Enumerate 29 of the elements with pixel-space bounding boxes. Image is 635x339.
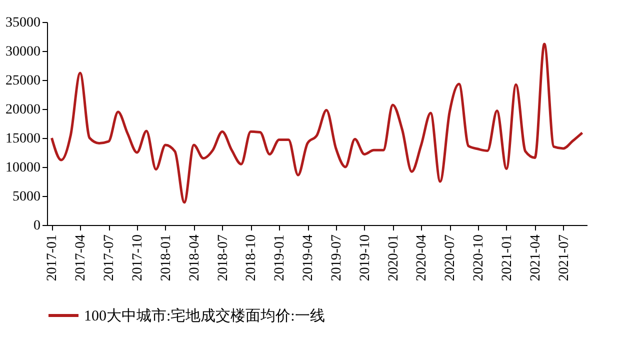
x-tick-label: 2021-07	[556, 234, 572, 282]
y-tick-label: 5000	[12, 190, 40, 204]
x-tick-label: 2019-10	[358, 234, 373, 282]
line-series	[50, 42, 584, 204]
y-tick-label: 0	[34, 218, 40, 234]
x-tick-label: 2019-01	[272, 234, 288, 282]
x-tick-label: 2018-10	[244, 234, 260, 282]
x-tick-label: 2020-01	[386, 234, 402, 282]
x-tick-label: 2017-10	[130, 234, 146, 282]
y-tick-label: 25000	[6, 74, 40, 88]
x-tick-label: 2020-07	[443, 234, 458, 282]
y-tick-label: 30000	[6, 44, 40, 60]
y-tick-label: 35000	[6, 16, 40, 30]
x-tick-label: 2021-04	[528, 234, 544, 282]
legend-label: 100大中城市:宅地成交楼面均价:一线	[84, 308, 325, 324]
x-tick-label: 2019-04	[301, 234, 316, 282]
x-tick-label: 2020-04	[414, 234, 430, 282]
x-tick-label: 2017-04	[74, 234, 89, 282]
x-tick-label: 2017-07	[102, 234, 118, 282]
y-tick-label: 15000	[6, 132, 40, 146]
x-tick-label: 2020-10	[472, 234, 487, 282]
x-tick-label: 2019-07	[329, 234, 344, 282]
x-tick-label: 2017-01	[45, 234, 60, 282]
x-tick-label: 2021-01	[500, 234, 515, 282]
y-tick-label: 10000	[6, 160, 40, 176]
x-tick-label: 2018-04	[187, 234, 202, 282]
x-tick-label: 2018-07	[216, 234, 231, 282]
y-tick-label: 20000	[6, 102, 40, 118]
x-tick-label: 2018-01	[158, 234, 174, 282]
